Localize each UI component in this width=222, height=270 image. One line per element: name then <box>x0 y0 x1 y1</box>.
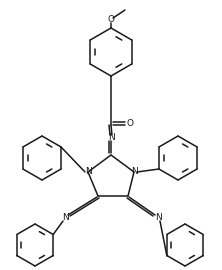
Text: O: O <box>107 15 115 25</box>
Text: N: N <box>155 214 161 222</box>
Text: N: N <box>62 214 68 222</box>
Text: N: N <box>85 167 91 177</box>
Text: N: N <box>108 133 114 143</box>
Text: N: N <box>131 167 137 177</box>
Text: O: O <box>127 119 133 127</box>
